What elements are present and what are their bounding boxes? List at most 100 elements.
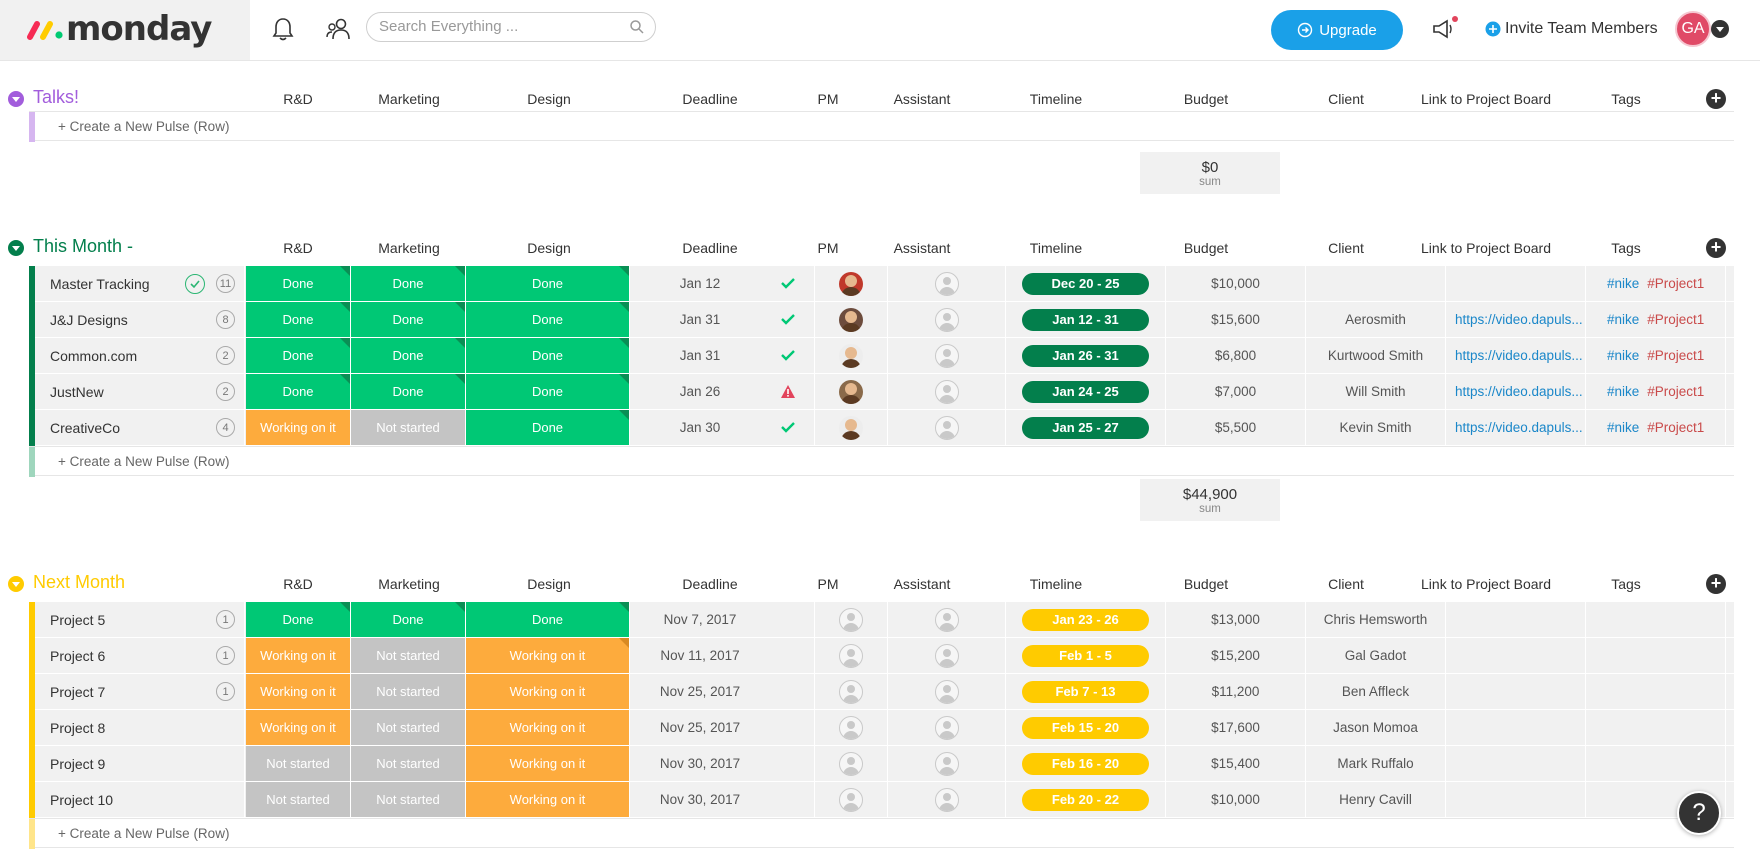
client-cell[interactable]: Ben Affleck <box>1306 674 1446 709</box>
person-placeholder-icon[interactable] <box>839 607 863 632</box>
budget-cell[interactable]: $6,800 <box>1166 338 1306 373</box>
notifications-bell-icon[interactable] <box>268 14 298 44</box>
status-rd[interactable]: Done <box>246 338 351 373</box>
timeline-pill[interactable]: Jan 25 - 27 <box>1022 416 1149 439</box>
person-placeholder-icon[interactable] <box>839 643 863 668</box>
tag[interactable]: #nike <box>1607 384 1640 399</box>
client-cell[interactable] <box>1306 266 1446 301</box>
updates-count-badge[interactable]: 1 <box>216 610 235 629</box>
timeline-pill[interactable]: Jan 23 - 26 <box>1022 608 1149 631</box>
assistant-cell[interactable] <box>888 746 1006 781</box>
create-pulse-row[interactable]: + Create a New Pulse (Row) <box>29 446 1734 477</box>
table-row[interactable]: Common.com 2 Done Done Done Jan 31 Jan 26 - 31… <box>29 338 1734 374</box>
table-row[interactable]: J&J Designs 8 Done Done Done Jan 31 Jan 12 - 3… <box>29 302 1734 338</box>
column-header[interactable]: Link to Project Board <box>1421 91 1551 107</box>
project-board-link[interactable] <box>1446 782 1586 817</box>
tag[interactable]: #Project1 <box>1647 276 1705 291</box>
status-rd[interactable]: Working on it <box>246 674 351 709</box>
group-collapse-icon[interactable] <box>8 240 24 256</box>
status-design[interactable]: Working on it <box>466 710 630 745</box>
pulse-name[interactable]: CreativeCo 4 <box>35 410 245 445</box>
tag[interactable]: #Project1 <box>1647 312 1705 327</box>
budget-cell[interactable]: $10,000 <box>1166 266 1306 301</box>
deadline-cell[interactable]: Jan 31 <box>630 302 815 337</box>
budget-cell[interactable]: $5,500 <box>1166 410 1306 445</box>
timeline-pill[interactable]: Feb 15 - 20 <box>1022 716 1149 739</box>
column-header[interactable]: R&D <box>283 576 313 592</box>
column-header[interactable]: Client <box>1328 91 1364 107</box>
status-marketing[interactable]: Not started <box>351 746 466 781</box>
column-header[interactable]: R&D <box>283 91 313 107</box>
timeline-pill[interactable]: Feb 20 - 22 <box>1022 788 1149 811</box>
deadline-cell[interactable]: Nov 30, 2017 <box>630 782 815 817</box>
pulse-name[interactable]: Project 6 1 <box>35 638 245 673</box>
person-placeholder-icon[interactable] <box>934 271 959 296</box>
column-header[interactable]: Marketing <box>378 91 440 107</box>
timeline-cell[interactable]: Dec 20 - 25 <box>1006 266 1166 301</box>
budget-cell[interactable]: $15,400 <box>1166 746 1306 781</box>
pulse-name[interactable]: Master Tracking 11 <box>35 266 245 301</box>
table-row[interactable]: JustNew 2 Done Done Done Jan 26 Jan 24 - 25 $7,… <box>29 374 1734 410</box>
client-cell[interactable]: Kevin Smith <box>1306 410 1446 445</box>
deadline-cell[interactable]: Nov 7, 2017 <box>630 602 815 637</box>
deadline-cell[interactable]: Nov 25, 2017 <box>630 710 815 745</box>
group-title[interactable]: Talks! <box>33 87 80 107</box>
add-column-icon[interactable]: + <box>1706 574 1726 594</box>
assistant-cell[interactable] <box>888 374 1006 409</box>
status-marketing[interactable]: Not started <box>351 410 466 445</box>
deadline-cell[interactable]: Jan 31 <box>630 338 815 373</box>
person-placeholder-icon[interactable] <box>934 343 959 368</box>
status-design[interactable]: Done <box>466 602 630 637</box>
person-placeholder-icon[interactable] <box>934 607 959 632</box>
pm-cell[interactable] <box>815 746 888 781</box>
status-marketing[interactable]: Not started <box>351 674 466 709</box>
tags-cell[interactable] <box>1586 674 1726 709</box>
timeline-cell[interactable]: Jan 23 - 26 <box>1006 602 1166 637</box>
status-design[interactable]: Working on it <box>466 674 630 709</box>
deadline-cell[interactable]: Jan 30 <box>630 410 815 445</box>
client-cell[interactable]: Henry Cavill <box>1306 782 1446 817</box>
pm-avatar[interactable] <box>839 379 863 404</box>
person-placeholder-icon[interactable] <box>934 643 959 668</box>
column-header[interactable]: Budget <box>1183 91 1229 107</box>
person-placeholder-icon[interactable] <box>934 787 959 812</box>
pm-cell[interactable] <box>815 338 888 373</box>
updates-count-badge[interactable]: 1 <box>216 646 235 665</box>
deadline-cell[interactable]: Jan 26 <box>630 374 815 409</box>
timeline-cell[interactable]: Jan 25 - 27 <box>1006 410 1166 445</box>
assistant-cell[interactable] <box>888 602 1006 637</box>
tag[interactable]: #nike <box>1607 276 1640 291</box>
column-header[interactable]: Budget <box>1183 240 1229 256</box>
person-placeholder-icon[interactable] <box>934 415 959 440</box>
table-row[interactable]: Project 8 Working on it Not started Working… <box>29 710 1734 746</box>
person-placeholder-icon[interactable] <box>934 679 959 704</box>
tags-cell[interactable]: #nike #Project1 <box>1586 374 1726 409</box>
status-marketing[interactable]: Not started <box>351 710 466 745</box>
budget-cell[interactable]: $7,000 <box>1166 374 1306 409</box>
person-placeholder-icon[interactable] <box>934 379 959 404</box>
budget-cell[interactable]: $13,000 <box>1166 602 1306 637</box>
column-header[interactable]: Budget <box>1183 576 1229 592</box>
timeline-pill[interactable]: Feb 7 - 13 <box>1022 680 1149 703</box>
pm-cell[interactable] <box>815 302 888 337</box>
status-rd[interactable]: Not started <box>246 782 351 817</box>
assistant-cell[interactable] <box>888 782 1006 817</box>
deadline-cell[interactable]: Nov 30, 2017 <box>630 746 815 781</box>
assistant-cell[interactable] <box>888 410 1006 445</box>
tags-cell[interactable] <box>1586 710 1726 745</box>
updates-count-badge[interactable]: 8 <box>216 310 235 329</box>
column-header[interactable]: Assistant <box>893 240 951 256</box>
table-row[interactable]: Project 10 Not started Not started Working … <box>29 782 1734 818</box>
updates-count-badge[interactable]: 1 <box>216 682 235 701</box>
tag[interactable]: #nike <box>1607 420 1640 435</box>
client-cell[interactable]: Aerosmith <box>1306 302 1446 337</box>
budget-cell[interactable]: $11,200 <box>1166 674 1306 709</box>
assistant-cell[interactable] <box>888 338 1006 373</box>
timeline-pill[interactable]: Feb 1 - 5 <box>1022 644 1149 667</box>
invite-team-members-button[interactable]: Invite Team Members <box>1485 17 1658 41</box>
group-title[interactable]: This Month - <box>33 236 134 256</box>
pm-avatar[interactable] <box>839 343 863 368</box>
group-collapse-icon[interactable] <box>8 576 24 592</box>
timeline-pill[interactable]: Dec 20 - 25 <box>1022 272 1149 295</box>
status-marketing[interactable]: Done <box>351 266 466 301</box>
